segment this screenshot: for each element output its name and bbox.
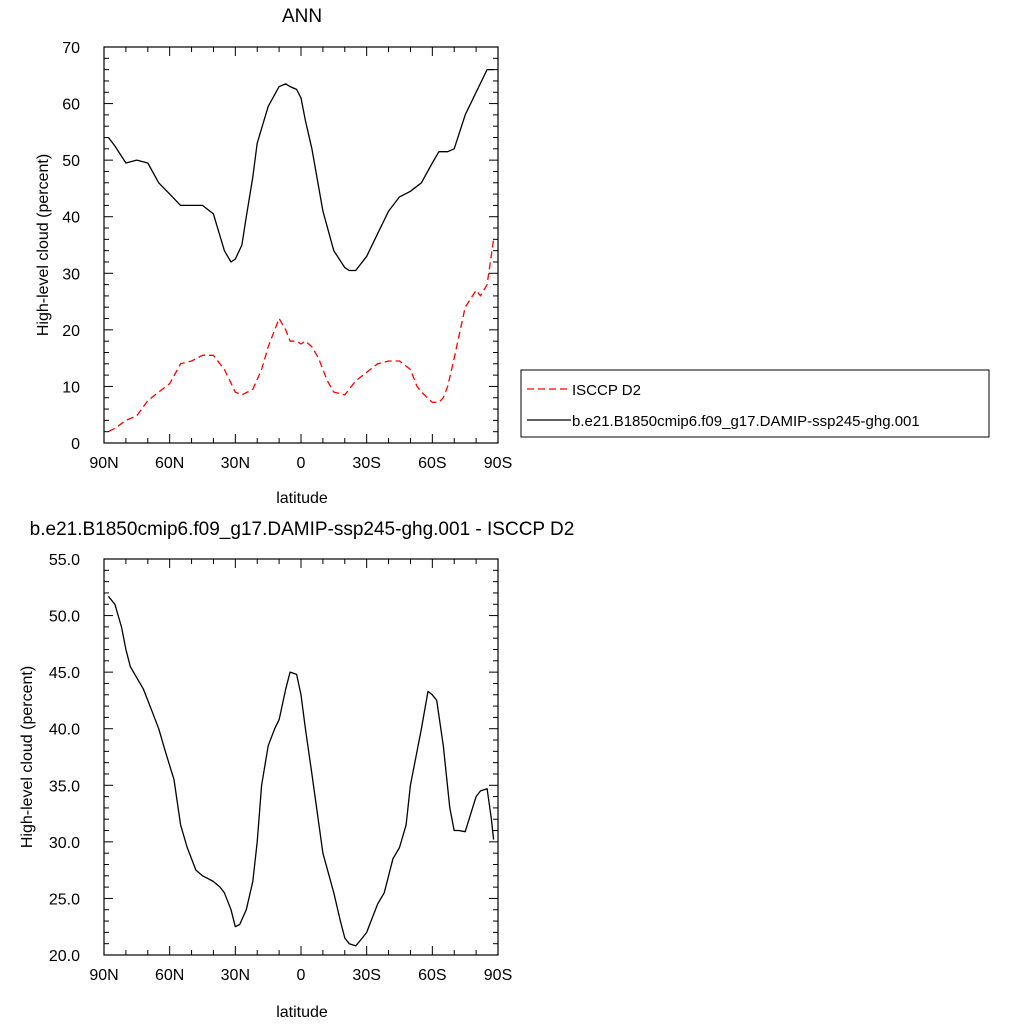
bottom-line-chart: b.e21.B1850cmip6.f09_g17.DAMIP-ssp245-gh…	[19, 519, 574, 1021]
top-chart-title: ANN	[282, 6, 322, 27]
x-tick-label: 0	[297, 967, 306, 984]
y-tick-label: 25.0	[49, 891, 80, 908]
y-tick-label: 50	[62, 153, 80, 170]
top-x-axis-label: latitude	[276, 490, 328, 507]
top-y-axis-label: High-level cloud (percent)	[35, 154, 52, 336]
series-line-2	[107, 68, 494, 272]
y-tick-label: 20	[62, 323, 80, 340]
y-tick-label: 10	[62, 379, 80, 396]
x-tick-label: 60S	[418, 455, 446, 472]
series-line-1	[108, 239, 495, 433]
y-tick-label: 40	[62, 210, 80, 227]
series-line-1	[107, 595, 495, 947]
legend-label-isccp: ISCCP D2	[572, 382, 641, 399]
x-tick-label: 30S	[352, 455, 380, 472]
top-line-chart: ANN 90N 60N 30N 0 30S 60S 90S 0 10 20 30 40 50 60 70 l…	[35, 6, 512, 507]
x-tick-label: 60N	[155, 967, 184, 984]
y-tick-label: 30	[62, 266, 80, 283]
bottom-chart-title: b.e21.B1850cmip6.f09_g17.DAMIP-ssp245-gh…	[30, 519, 575, 540]
x-tick-label: 60S	[418, 967, 446, 984]
y-tick-label: 40.0	[49, 722, 80, 739]
bottom-plot-frame	[103, 558, 499, 956]
y-tick-label: 45.0	[49, 665, 80, 682]
x-tick-label: 90S	[484, 455, 512, 472]
x-tick-label: 30S	[352, 967, 380, 984]
x-tick-label: 90S	[484, 967, 512, 984]
x-tick-label: 60N	[155, 455, 184, 472]
y-tick-label: 20.0	[49, 948, 80, 965]
x-tick-label: 90N	[89, 455, 118, 472]
legend-box	[520, 369, 990, 438]
y-tick-label: 70	[62, 40, 80, 57]
y-tick-label: 35.0	[49, 778, 80, 795]
y-tick-label: 50.0	[49, 609, 80, 626]
bottom-x-axis-label: latitude	[276, 1004, 328, 1021]
x-tick-label: 0	[297, 455, 306, 472]
top-plot-frame	[103, 46, 499, 444]
y-tick-label: 55.0	[49, 552, 80, 569]
x-tick-label: 30N	[221, 455, 250, 472]
x-tick-label: 30N	[221, 967, 250, 984]
y-tick-label: 60	[62, 97, 80, 114]
y-tick-label: 0	[71, 436, 80, 453]
legend: ISCCP D2 b.e21.B1850cmip6.f09_g17.DAMIP-…	[520, 369, 990, 438]
y-tick-label: 30.0	[49, 835, 80, 852]
bottom-y-axis-label: High-level cloud (percent)	[19, 666, 36, 848]
legend-label-model: b.e21.B1850cmip6.f09_g17.DAMIP-ssp245-gh…	[572, 413, 920, 430]
x-tick-label: 90N	[89, 967, 118, 984]
